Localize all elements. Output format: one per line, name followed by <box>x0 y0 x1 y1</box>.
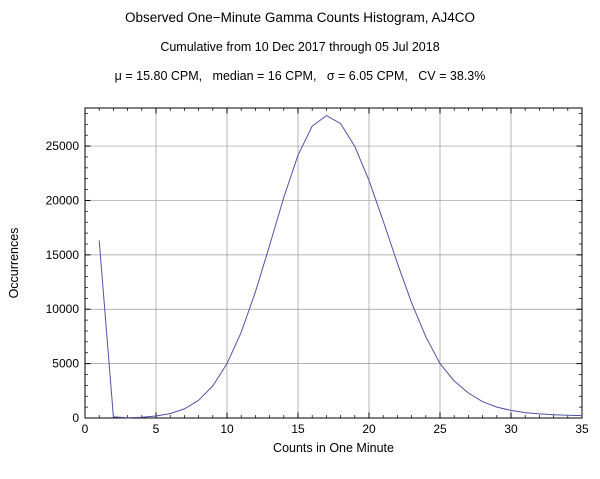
x-tick-label: 25 <box>433 422 447 436</box>
x-tick-label: 35 <box>575 422 589 436</box>
y-tick-label: 10000 <box>46 302 80 316</box>
x-tick-label: 5 <box>153 422 160 436</box>
x-tick-label: 15 <box>291 422 305 436</box>
chart-title: Observed One−Minute Gamma Counts Histogr… <box>124 10 476 25</box>
y-tick-label: 15000 <box>46 248 80 262</box>
chart-subtitle: Cumulative from 10 Dec 2017 through 05 J… <box>160 40 440 54</box>
y-axis-label: Occurrences <box>7 227 21 299</box>
plot-frame <box>84 107 583 419</box>
x-tick-label: 30 <box>504 422 518 436</box>
x-tick-label: 20 <box>362 422 376 436</box>
x-tick-label: 10 <box>220 422 234 436</box>
chart-stats-line: μ = 15.80 CPM, median = 16 CPM, σ = 6.05… <box>114 69 486 83</box>
y-tick-label: 5000 <box>52 357 79 371</box>
data-curve <box>98 115 583 419</box>
y-tick-label: 20000 <box>46 193 80 207</box>
x-tick-label: 0 <box>82 422 89 436</box>
x-axis-label: Counts in One Minute <box>273 441 394 455</box>
y-tick-label: 25000 <box>46 139 80 153</box>
y-tick-label: 0 <box>72 411 79 425</box>
